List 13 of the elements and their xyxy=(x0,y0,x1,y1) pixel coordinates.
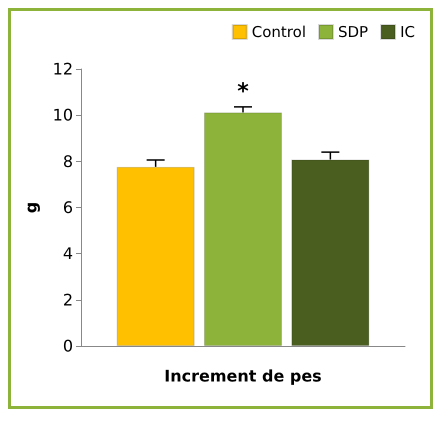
x-axis-title: Increment de pes xyxy=(164,366,322,386)
y-tick-label: 10 xyxy=(52,106,73,125)
y-tick-label: 0 xyxy=(62,336,73,356)
y-tick-label: 12 xyxy=(52,60,73,78)
y-tick-label: 4 xyxy=(62,244,73,264)
legend-label: IC xyxy=(400,23,416,41)
y-tick-label: 6 xyxy=(62,198,73,217)
y-axis-title: g xyxy=(22,202,40,214)
y-tick-label: 2 xyxy=(62,290,73,310)
legend-label: Control xyxy=(252,23,306,41)
y-tick-label: 8 xyxy=(62,152,73,171)
annotation: * xyxy=(237,79,250,104)
legend-label: SDP xyxy=(338,23,368,41)
